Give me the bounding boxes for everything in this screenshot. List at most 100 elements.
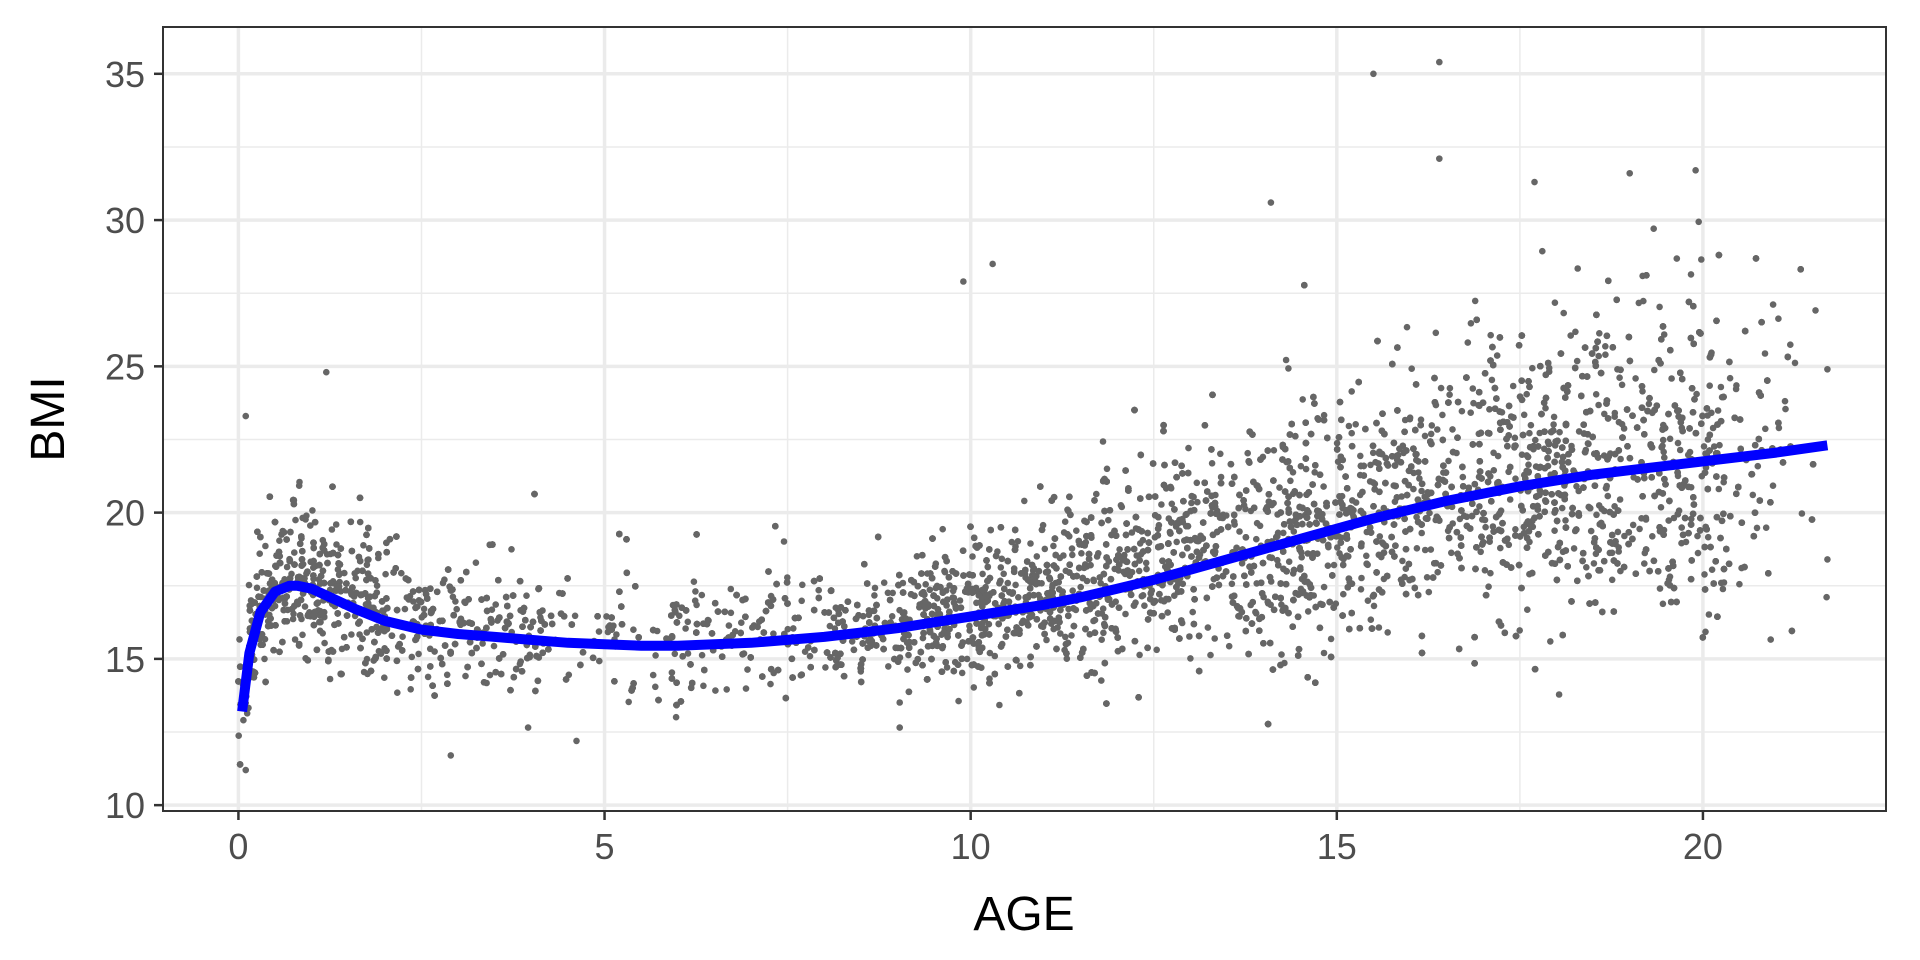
scatter-point (1423, 574, 1431, 581)
scatter-point (1645, 400, 1653, 408)
scatter-point (904, 666, 911, 673)
scatter-point (1584, 440, 1592, 447)
scatter-point (1158, 501, 1165, 508)
scatter-point (1402, 565, 1410, 572)
scatter-point (1270, 447, 1278, 454)
scatter-point (1135, 567, 1143, 575)
scatter-point (790, 625, 797, 632)
scatter-point (1340, 590, 1347, 598)
scatter-point (871, 584, 879, 592)
scatter-point (1509, 382, 1517, 390)
scatter-point (1666, 435, 1674, 443)
scatter-point (1598, 505, 1605, 513)
scatter-point (1618, 381, 1626, 389)
scatter-point (1702, 628, 1709, 636)
scatter-point (1128, 529, 1136, 536)
scatter-point (806, 652, 814, 660)
scatter-point (1060, 529, 1068, 536)
scatter-point (692, 588, 699, 595)
scatter-point (1164, 609, 1171, 616)
scatter-point (784, 625, 792, 633)
scatter-point (1363, 552, 1370, 560)
scatter-point (749, 624, 756, 631)
scatter-point (1217, 450, 1224, 458)
scatter-point (1336, 493, 1343, 500)
scatter-point (1775, 315, 1782, 323)
scatter-point (1459, 473, 1467, 481)
scatter-point (1188, 499, 1195, 507)
scatter-point (1704, 533, 1712, 541)
scatter-point (1403, 323, 1411, 331)
scatter-point (1621, 532, 1628, 540)
scatter-point (407, 686, 415, 693)
scatter-point (1674, 439, 1682, 447)
scatter-point (1410, 485, 1417, 493)
scatter-point (649, 671, 657, 679)
scatter-point (1678, 524, 1685, 531)
scatter-point (1753, 524, 1761, 532)
scatter-point (1139, 592, 1147, 599)
scatter-point (1767, 636, 1774, 643)
scatter-point (1659, 600, 1667, 608)
scatter-point (1575, 487, 1582, 495)
scatter-point (1297, 462, 1305, 470)
scatter-point (832, 604, 840, 611)
scatter-point (1698, 256, 1705, 263)
scatter-point (1490, 467, 1498, 474)
scatter-point (1641, 560, 1648, 567)
scatter-point (301, 603, 309, 610)
scatter-point (1476, 503, 1483, 510)
scatter-point (767, 680, 774, 688)
scatter-point (1086, 631, 1094, 638)
scatter-point (690, 578, 698, 585)
scatter-point (1676, 446, 1684, 454)
scatter-point (1595, 352, 1602, 360)
scatter-point (426, 645, 434, 653)
scatter-point (1687, 271, 1695, 278)
scatter-point (700, 682, 707, 690)
scatter-point (1077, 583, 1084, 591)
scatter-point (1526, 429, 1533, 437)
scatter-point (1469, 385, 1477, 392)
scatter-point (1558, 504, 1566, 512)
scatter-point (969, 553, 976, 560)
scatter-point (826, 622, 834, 630)
scatter-point (1185, 444, 1192, 452)
scatter-point (955, 697, 962, 705)
scatter-point (966, 622, 973, 630)
scatter-point (490, 642, 498, 650)
scatter-point (1136, 651, 1143, 659)
scatter-point (1812, 307, 1819, 314)
scatter-point (1065, 605, 1072, 613)
scatter-point (240, 716, 247, 724)
scatter-point (672, 713, 680, 721)
scatter-point (1228, 580, 1236, 588)
scatter-point (1349, 497, 1356, 504)
scatter-point (1506, 496, 1514, 503)
scatter-point (1649, 533, 1656, 540)
scatter-point (996, 701, 1003, 709)
scatter-point (1345, 422, 1353, 430)
scatter-point (1467, 320, 1475, 327)
scatter-point (1516, 627, 1523, 634)
scatter-point (462, 672, 469, 680)
scatter-point (1553, 451, 1561, 459)
scatter-point (1434, 568, 1441, 576)
scatter-point (283, 563, 291, 571)
scatter-point (1062, 633, 1069, 641)
scatter-point (1477, 548, 1484, 556)
scatter-point (1512, 475, 1519, 483)
scatter-point (1093, 553, 1101, 560)
scatter-point (1708, 409, 1715, 417)
scatter-point (1529, 364, 1536, 372)
scatter-point (1460, 512, 1468, 520)
scatter-point (1732, 385, 1740, 393)
scatter-point (316, 627, 324, 635)
scatter-point (1098, 636, 1105, 643)
scatter-point (625, 698, 632, 706)
scatter-point (1320, 649, 1328, 657)
scatter-point (508, 546, 515, 553)
scatter-point (1068, 632, 1075, 639)
scatter-point (1446, 384, 1454, 392)
scatter-point (1298, 554, 1305, 561)
